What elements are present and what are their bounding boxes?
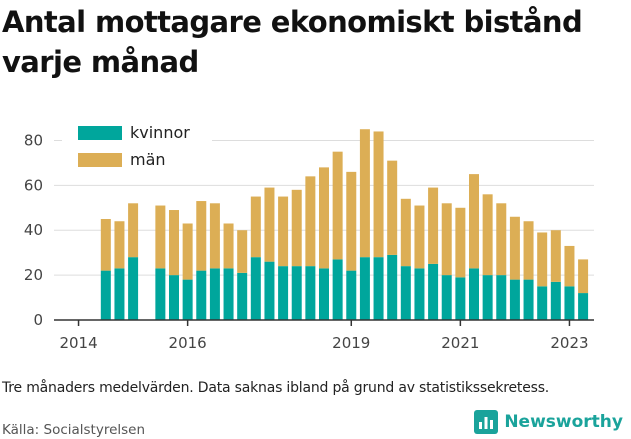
legend-label-man: män: [130, 150, 166, 169]
x-tick-label: 2019: [332, 334, 370, 352]
x-tick-label: 2016: [169, 334, 207, 352]
bar-kvinnor: [209, 268, 220, 320]
bar-kvinnor: [414, 268, 425, 320]
bar-man: [359, 129, 370, 258]
brand-name: Newsworthy: [504, 412, 623, 432]
bar-kvinnor: [509, 279, 520, 320]
bar-kvinnor: [114, 268, 125, 320]
bar-man: [223, 223, 234, 269]
bar-man: [278, 196, 289, 267]
bar-kvinnor: [537, 286, 548, 320]
bar-man: [400, 198, 411, 267]
bar-man: [291, 189, 302, 267]
bar-chart: 0 20 40 60 80 2014 2016 2019 2021 2023 kvinnor mä…: [24, 118, 594, 352]
bar-kvinnor: [332, 259, 343, 320]
bars: [100, 129, 589, 320]
bar-man: [482, 194, 493, 276]
bar-kvinnor: [264, 261, 275, 320]
x-tick-label: 2023: [550, 334, 588, 352]
legend-swatch-kvinnor: [78, 126, 122, 140]
legend-swatch-man: [78, 153, 122, 167]
bar-kvinnor: [496, 275, 507, 320]
bar-kvinnor: [428, 263, 439, 320]
y-tick-label: 20: [24, 266, 43, 284]
newsworthy-brand[interactable]: Newsworthy: [474, 410, 623, 434]
bar-man: [455, 207, 466, 278]
bar-man: [550, 230, 561, 282]
y-tick-label: 80: [24, 131, 43, 149]
bar-man: [114, 221, 125, 269]
bar-man: [182, 223, 193, 280]
bar-man: [128, 203, 139, 258]
legend: kvinnor män: [62, 118, 212, 180]
axes: 0 20 40 60 80 2014 2016 2019 2021 2023: [24, 131, 594, 352]
bar-kvinnor: [155, 268, 166, 320]
bar-man: [373, 131, 384, 258]
bar-kvinnor: [441, 275, 452, 320]
bar-man: [537, 232, 548, 287]
bar-man: [469, 174, 479, 269]
source-label: Källa: Socialstyrelsen: [2, 422, 146, 438]
bar-man: [169, 210, 179, 276]
bar-man: [250, 196, 261, 258]
y-tick-label: 40: [24, 221, 43, 239]
bar-man: [428, 187, 439, 264]
y-tick-label: 60: [24, 176, 43, 194]
bar-kvinnor: [482, 275, 493, 320]
bar-man: [387, 160, 398, 255]
bar-kvinnor: [196, 270, 207, 320]
bar-man: [305, 176, 316, 267]
bar-man: [100, 219, 111, 271]
bar-man: [209, 203, 220, 269]
bar-kvinnor: [455, 277, 466, 320]
legend-label-kvinnor: kvinnor: [130, 123, 190, 142]
bar-kvinnor: [223, 268, 234, 320]
bar-kvinnor: [237, 272, 248, 320]
bar-kvinnor: [169, 275, 179, 320]
bar-man: [509, 216, 520, 280]
x-tick-label: 2021: [441, 334, 479, 352]
bar-kvinnor: [469, 268, 479, 320]
bar-kvinnor: [400, 266, 411, 320]
newsworthy-logo-icon: [474, 410, 499, 434]
bar-kvinnor: [387, 254, 398, 320]
bar-kvinnor: [359, 257, 370, 320]
bar-man: [578, 259, 589, 294]
bar-man: [414, 205, 425, 269]
bar-kvinnor: [523, 279, 534, 320]
bar-man: [332, 151, 343, 260]
chart-title: Antal mottagare ekonomiskt bistånd varje…: [2, 5, 583, 79]
bar-kvinnor: [346, 270, 357, 320]
bar-kvinnor: [305, 266, 316, 320]
bar-man: [319, 167, 329, 269]
bar-kvinnor: [278, 266, 289, 320]
bar-man: [264, 187, 275, 262]
bar-kvinnor: [291, 266, 302, 320]
bar-kvinnor: [182, 279, 193, 320]
bar-kvinnor: [100, 270, 111, 320]
bar-man: [346, 171, 357, 271]
bar-man: [196, 201, 207, 271]
bar-kvinnor: [550, 281, 561, 320]
bar-kvinnor: [564, 286, 575, 320]
bar-kvinnor: [128, 257, 139, 320]
bar-kvinnor: [250, 257, 261, 320]
bar-man: [523, 221, 534, 280]
bar-man: [441, 203, 452, 276]
bar-man: [496, 203, 507, 276]
bar-man: [155, 205, 166, 269]
footnote: Tre månaders medelvärden. Data saknas ib…: [2, 380, 550, 396]
bar-man: [564, 245, 575, 287]
bar-kvinnor: [319, 268, 329, 320]
bar-kvinnor: [373, 257, 384, 320]
x-tick-label: 2014: [59, 334, 97, 352]
bar-kvinnor: [578, 293, 589, 320]
y-tick-label: 0: [33, 311, 43, 329]
bar-man: [237, 230, 248, 273]
